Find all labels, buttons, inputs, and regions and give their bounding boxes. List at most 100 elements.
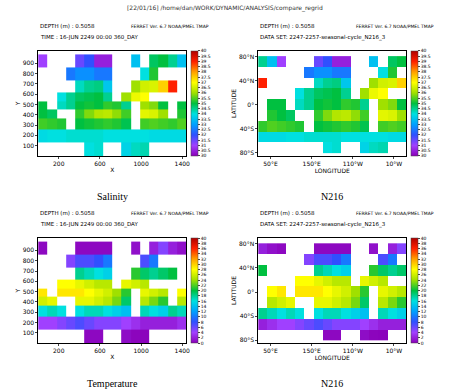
svg-text:150°E: 150°E	[303, 160, 321, 167]
svg-text:31.5: 31.5	[201, 138, 211, 143]
svg-text:700: 700	[23, 80, 35, 87]
svg-text:0: 0	[201, 341, 204, 346]
svg-text:20: 20	[421, 288, 427, 293]
svg-text:600: 600	[94, 347, 106, 354]
svg-text:[22/01/16] /home/dan/WORK/DYNA: [22/01/16] /home/dan/WORK/DYNAMIC/ANALYS…	[127, 4, 323, 12]
svg-text:36: 36	[421, 90, 427, 95]
svg-text:TIME : 16-JUN 2249 00:00 360_D: TIME : 16-JUN 2249 00:00 360_DAY	[40, 221, 138, 228]
svg-text:40°N: 40°N	[239, 77, 254, 84]
svg-text:200: 200	[53, 160, 65, 167]
svg-text:39.5: 39.5	[421, 54, 431, 59]
svg-text:16: 16	[201, 299, 207, 304]
svg-text:FERRET Ver. 6.7 NOAA/PMEL TMAP: FERRET Ver. 6.7 NOAA/PMEL TMAP	[131, 211, 209, 216]
svg-text:6: 6	[421, 325, 424, 330]
svg-text:36.5: 36.5	[421, 85, 431, 90]
svg-text:DATA SET: 2247-2257-seasonal-c: DATA SET: 2247-2257-seasonal-cycle_N216_…	[260, 221, 386, 228]
svg-text:110°W: 110°W	[343, 347, 363, 354]
svg-text:34: 34	[201, 111, 207, 116]
svg-text:35.5: 35.5	[201, 96, 211, 101]
svg-text:N216: N216	[321, 378, 343, 389]
svg-text:400: 400	[23, 298, 35, 305]
svg-text:DATA SET: 2247-2257-seasonal-c: DATA SET: 2247-2257-seasonal-cycle_N216_…	[260, 34, 386, 41]
svg-text:150°E: 150°E	[303, 347, 321, 354]
svg-text:35.5: 35.5	[421, 96, 431, 101]
svg-text:40: 40	[201, 48, 207, 53]
svg-text:600: 600	[23, 90, 35, 97]
svg-text:37: 37	[201, 80, 207, 85]
svg-text:40°S: 40°S	[240, 125, 255, 132]
svg-text:31.5: 31.5	[421, 138, 431, 143]
svg-text:LONGITUDE: LONGITUDE	[315, 354, 350, 361]
svg-text:Y: Y	[14, 288, 21, 293]
svg-text:300: 300	[23, 308, 35, 315]
svg-text:30: 30	[421, 262, 427, 267]
svg-text:36: 36	[201, 90, 207, 95]
svg-text:38: 38	[201, 69, 207, 74]
svg-text:80°S: 80°S	[240, 149, 255, 156]
svg-text:Y: Y	[14, 101, 21, 106]
svg-text:22: 22	[201, 283, 207, 288]
svg-text:DEPTH (m) : 0.5058: DEPTH (m) : 0.5058	[260, 23, 315, 29]
svg-text:100: 100	[23, 329, 35, 336]
svg-text:34: 34	[421, 111, 427, 116]
svg-text:110°W: 110°W	[343, 160, 363, 167]
svg-text:31: 31	[201, 143, 207, 148]
svg-text:0°: 0°	[247, 288, 254, 295]
svg-text:12: 12	[421, 309, 427, 314]
svg-text:8: 8	[201, 320, 204, 325]
svg-text:600: 600	[23, 277, 35, 284]
svg-text:1400: 1400	[175, 160, 190, 167]
svg-text:36: 36	[421, 246, 427, 251]
svg-text:18: 18	[421, 293, 427, 298]
svg-text:34: 34	[421, 251, 427, 256]
svg-text:38.5: 38.5	[421, 64, 431, 69]
svg-text:900: 900	[23, 246, 35, 253]
svg-text:28: 28	[201, 267, 207, 272]
svg-text:14: 14	[201, 304, 207, 309]
svg-text:800: 800	[23, 257, 35, 264]
svg-text:30: 30	[201, 153, 207, 158]
svg-text:32: 32	[201, 132, 207, 137]
svg-text:26: 26	[201, 272, 207, 277]
svg-text:X: X	[110, 353, 114, 360]
svg-text:38: 38	[421, 69, 427, 74]
svg-text:28: 28	[421, 267, 427, 272]
svg-text:Salinity: Salinity	[97, 191, 128, 202]
svg-text:LATITUDE: LATITUDE	[230, 89, 237, 118]
svg-text:2: 2	[421, 335, 424, 340]
svg-text:700: 700	[23, 267, 35, 274]
svg-text:200: 200	[23, 319, 35, 326]
svg-text:18: 18	[201, 293, 207, 298]
svg-text:10°W: 10°W	[386, 347, 403, 354]
svg-text:35: 35	[421, 101, 427, 106]
svg-text:50°E: 50°E	[263, 160, 278, 167]
svg-text:DEPTH (m) : 0.5058: DEPTH (m) : 0.5058	[260, 210, 315, 216]
svg-text:38: 38	[421, 241, 427, 246]
svg-text:22: 22	[421, 283, 427, 288]
svg-text:TIME : 16-JUN 2249 00:00 360_D: TIME : 16-JUN 2249 00:00 360_DAY	[40, 34, 138, 41]
svg-text:800: 800	[23, 70, 35, 77]
svg-text:16: 16	[421, 299, 427, 304]
svg-text:40: 40	[421, 48, 427, 53]
svg-text:10°W: 10°W	[386, 160, 403, 167]
svg-text:LATITUDE: LATITUDE	[230, 276, 237, 305]
svg-text:N216: N216	[321, 191, 343, 202]
svg-text:500: 500	[23, 101, 35, 108]
svg-text:400: 400	[23, 111, 35, 118]
svg-text:LONGITUDE: LONGITUDE	[315, 167, 350, 174]
svg-text:10: 10	[421, 314, 427, 319]
svg-text:6: 6	[201, 325, 204, 330]
svg-text:1400: 1400	[175, 347, 190, 354]
svg-text:DEPTH (m) : 0.5058: DEPTH (m) : 0.5058	[40, 23, 95, 29]
svg-text:34.5: 34.5	[421, 106, 431, 111]
svg-text:14: 14	[421, 304, 427, 309]
svg-text:39: 39	[201, 59, 207, 64]
svg-text:32.5: 32.5	[201, 127, 211, 132]
svg-text:500: 500	[23, 288, 35, 295]
svg-text:10: 10	[201, 314, 207, 319]
svg-text:8: 8	[421, 320, 424, 325]
svg-text:30.5: 30.5	[421, 148, 431, 153]
svg-text:4: 4	[201, 330, 204, 335]
svg-text:37: 37	[421, 80, 427, 85]
svg-text:33.5: 33.5	[421, 117, 431, 122]
